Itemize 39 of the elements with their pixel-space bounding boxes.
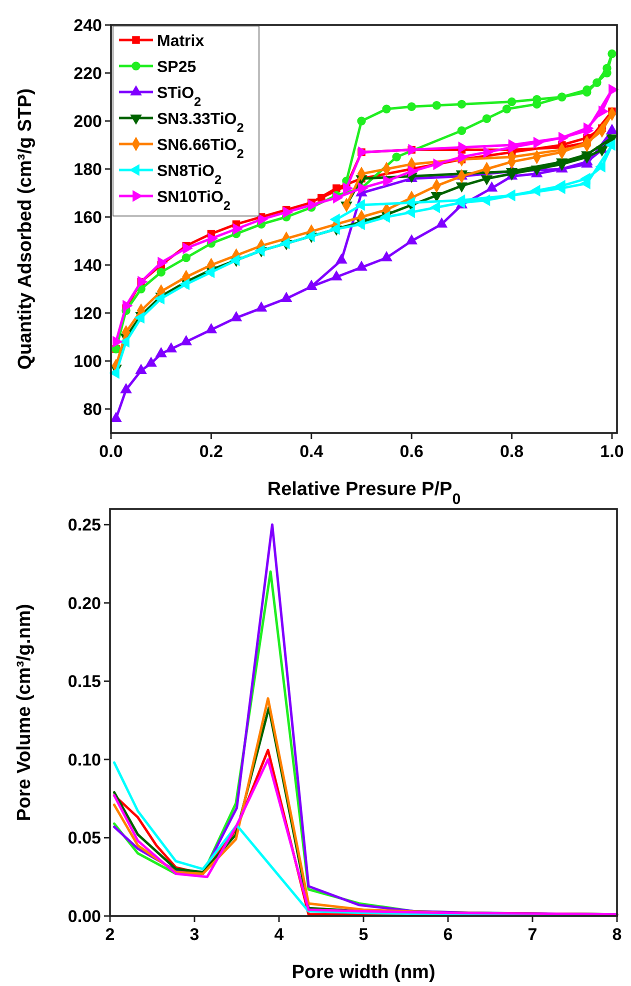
y-axis-title: Pore Volume (cm³/g.nm) xyxy=(14,604,35,822)
y-tick-label: 240 xyxy=(74,16,102,35)
y-tick-label: 200 xyxy=(74,112,102,131)
x-tick-label: 0.6 xyxy=(400,442,424,461)
x-tick-label: 8 xyxy=(612,925,622,944)
x-tick-label: 5 xyxy=(358,925,368,944)
y-tick-label: 140 xyxy=(74,256,102,275)
x-tick-label: 6 xyxy=(443,925,453,944)
legend-label: Matrix xyxy=(157,33,204,50)
x-axis-title: Pore width (nm) xyxy=(292,962,436,983)
legend-label: SN3.33TiO$_{2}$ xyxy=(157,111,244,134)
x-tick-label: 1.0 xyxy=(600,442,624,461)
y-tick-label: 220 xyxy=(74,64,102,83)
y-tick-label: 80 xyxy=(83,400,102,419)
y-tick-label: 0.05 xyxy=(68,828,101,848)
y-tick-label: 0.25 xyxy=(68,516,101,535)
legend-label: SN8TiO$_{2}$ xyxy=(157,163,222,186)
x-tick-label: 0.2 xyxy=(199,442,224,461)
x-tick-label: 0.0 xyxy=(99,442,123,461)
y-tick-label: 0.20 xyxy=(68,594,101,613)
legend-label: SN10TiO$_{2}$ xyxy=(157,189,231,212)
legend-label: STiO$_{2}$ xyxy=(157,85,202,108)
x-tick-label: 0.8 xyxy=(500,442,524,461)
x-tick-label: 4 xyxy=(274,925,284,944)
x-tick-label: 2 xyxy=(105,925,115,944)
x-tick-label: 7 xyxy=(528,925,538,944)
y-axis-title: Quantity Adsorbed (cm³/g STP) xyxy=(15,88,36,370)
y-tick-label: 180 xyxy=(74,160,102,179)
legend-label: SN6.66TiO$_{2}$ xyxy=(157,137,244,160)
y-tick-label: 0.10 xyxy=(68,750,101,770)
y-tick-label: 100 xyxy=(74,352,102,371)
y-tick-label: 120 xyxy=(74,304,102,323)
x-tick-label: 3 xyxy=(190,925,200,944)
y-tick-label: 0.00 xyxy=(68,907,101,926)
y-tick-label: 0.15 xyxy=(68,672,101,692)
x-axis-title: Relative Presure P/P$_{0}$ xyxy=(267,479,461,508)
legend-label: SP25 xyxy=(157,59,196,76)
y-tick-label: 160 xyxy=(74,208,102,227)
x-tick-label: 0.4 xyxy=(300,442,324,461)
